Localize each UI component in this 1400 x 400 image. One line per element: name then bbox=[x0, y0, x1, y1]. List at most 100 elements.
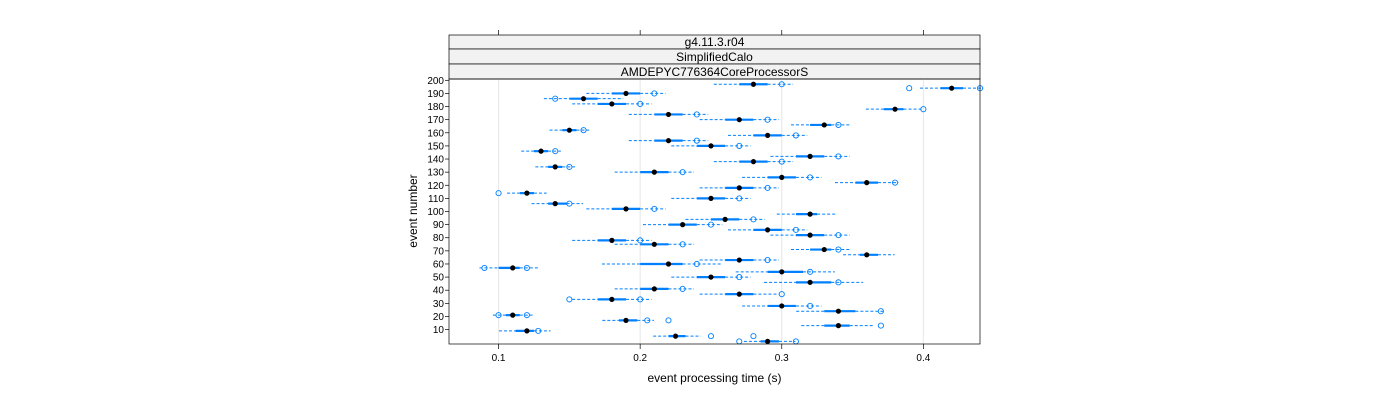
outlier-point bbox=[481, 264, 488, 271]
y-tick-label: 50 bbox=[433, 273, 445, 284]
y-tick-label: 40 bbox=[433, 286, 445, 297]
outlier-point bbox=[835, 279, 842, 286]
median-point bbox=[736, 185, 742, 191]
y-tick-label: 140 bbox=[427, 155, 444, 166]
median-point bbox=[510, 312, 516, 318]
y-tick-label: 170 bbox=[427, 115, 444, 126]
outlier-point bbox=[750, 216, 757, 223]
median-point bbox=[708, 195, 714, 201]
median-point bbox=[609, 237, 615, 243]
outlier-point bbox=[736, 274, 743, 281]
median-point bbox=[821, 122, 827, 128]
outlier-point bbox=[750, 333, 757, 340]
median-point bbox=[609, 101, 615, 107]
median-point bbox=[552, 164, 558, 170]
y-tick-label: 180 bbox=[427, 102, 444, 113]
y-tick-label: 60 bbox=[433, 259, 445, 270]
outlier-point bbox=[495, 312, 502, 319]
median-point bbox=[736, 291, 742, 297]
outlier-point bbox=[792, 226, 799, 233]
median-point bbox=[807, 232, 813, 238]
panel-frame bbox=[448, 78, 981, 345]
y-tick-label: 70 bbox=[433, 246, 445, 257]
median-point bbox=[665, 261, 672, 267]
median-point bbox=[765, 227, 771, 233]
median-point bbox=[510, 265, 516, 271]
median-point bbox=[651, 286, 657, 292]
median-point bbox=[807, 153, 813, 160]
median-point bbox=[736, 117, 742, 123]
y-tick-label: 10 bbox=[433, 325, 445, 336]
median-point bbox=[949, 85, 955, 91]
outlier-point bbox=[651, 90, 658, 97]
outlier-point bbox=[778, 81, 785, 88]
median-point bbox=[750, 159, 757, 165]
outlier-point bbox=[877, 308, 884, 315]
y-tick-label: 200 bbox=[427, 76, 444, 87]
outlier-point bbox=[778, 158, 785, 165]
outlier-point bbox=[679, 285, 686, 292]
median-point bbox=[708, 143, 714, 149]
outlier-point bbox=[566, 200, 573, 207]
y-tick-label: 130 bbox=[427, 168, 444, 179]
outlier-point bbox=[807, 268, 814, 275]
outlier-point bbox=[580, 127, 587, 134]
outlier-point bbox=[835, 153, 842, 160]
y-tick-label: 190 bbox=[427, 89, 444, 100]
median-point bbox=[609, 296, 615, 302]
outlier-point bbox=[552, 148, 559, 155]
x-tick-label: 0.2 bbox=[633, 353, 647, 364]
median-point bbox=[524, 190, 530, 196]
outlier-point bbox=[764, 116, 771, 123]
median-point bbox=[835, 323, 842, 329]
median-point bbox=[864, 252, 870, 258]
outlier-point bbox=[764, 184, 771, 191]
outlier-point bbox=[665, 317, 672, 324]
median-point bbox=[835, 308, 842, 314]
outlier-point bbox=[736, 338, 743, 345]
median-point bbox=[750, 81, 757, 87]
outlier-point bbox=[906, 85, 913, 92]
outlier-point bbox=[523, 312, 530, 319]
median-point bbox=[566, 127, 572, 133]
median-point bbox=[552, 201, 558, 207]
median-point bbox=[779, 303, 785, 309]
median-point bbox=[736, 257, 742, 263]
outlier-point bbox=[566, 296, 573, 303]
y-tick-label: 30 bbox=[433, 299, 445, 310]
median-point bbox=[864, 180, 870, 186]
median-point bbox=[623, 206, 629, 212]
outlier-point bbox=[651, 205, 658, 212]
x-tick-label: 0.3 bbox=[775, 353, 789, 364]
median-point bbox=[779, 174, 785, 180]
outlier-point bbox=[778, 291, 785, 298]
outlier-point bbox=[566, 163, 573, 170]
outlier-point bbox=[637, 296, 644, 303]
outlier-point bbox=[807, 302, 814, 310]
outlier-point bbox=[792, 132, 799, 139]
grid-lines bbox=[498, 79, 924, 344]
outlier-point bbox=[807, 174, 814, 181]
x-tick-label: 0.4 bbox=[916, 353, 930, 364]
y-axis: 10 20 30 40 50 60 70 80 90 100 110 120 130 140 150 160 1… bbox=[427, 76, 449, 336]
median-point bbox=[623, 90, 629, 97]
median-point bbox=[524, 328, 530, 334]
median-point bbox=[821, 246, 827, 253]
median-point bbox=[765, 338, 771, 344]
outlier-point bbox=[707, 221, 715, 228]
outlier-point bbox=[736, 195, 743, 202]
median-point bbox=[765, 132, 771, 139]
outlier-point bbox=[693, 137, 700, 144]
median-point bbox=[708, 274, 714, 280]
outlier-point bbox=[877, 322, 884, 329]
median-point bbox=[651, 169, 657, 175]
outlier-point bbox=[637, 100, 644, 107]
median-point bbox=[807, 211, 813, 217]
y-tick-label: 160 bbox=[427, 128, 444, 139]
median-point bbox=[807, 279, 813, 285]
median-point bbox=[722, 216, 728, 222]
outlier-point bbox=[679, 169, 686, 176]
median-point bbox=[779, 269, 785, 275]
y-tick-label: 110 bbox=[428, 194, 444, 205]
